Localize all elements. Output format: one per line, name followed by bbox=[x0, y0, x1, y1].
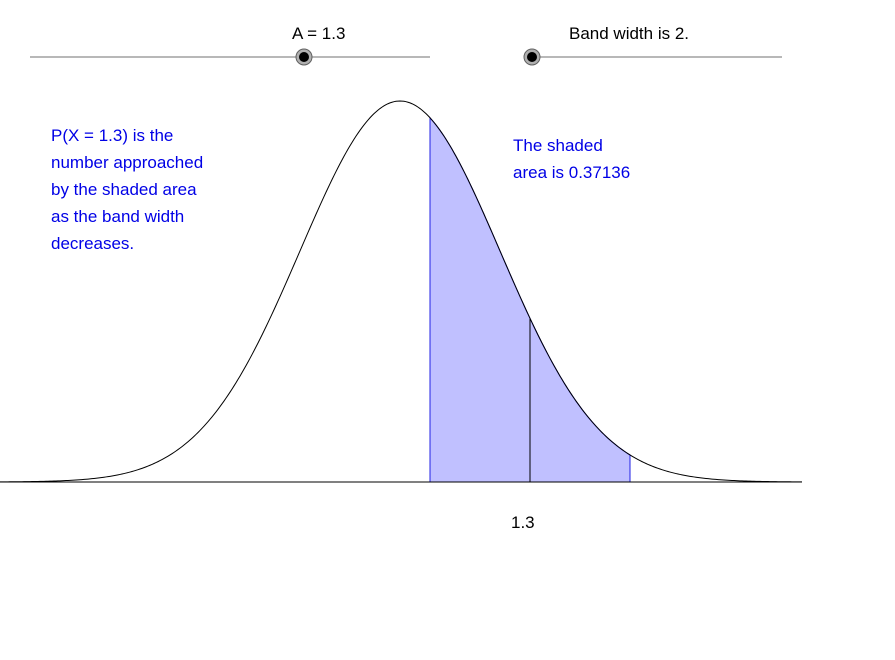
slider-band-width[interactable] bbox=[523, 48, 782, 66]
shaded-area-note-line: The shaded bbox=[513, 136, 603, 155]
normal-curve bbox=[0, 100, 803, 483]
slider-band-width-handle-dot[interactable] bbox=[527, 52, 537, 62]
slider-band-width-label: Band width is 2. bbox=[569, 24, 690, 43]
shaded-area-note: The shaded area is 0.37136 bbox=[513, 132, 630, 186]
probability-note-line: number approached bbox=[51, 153, 204, 172]
slider-a-label: A = 1.3 bbox=[292, 24, 346, 43]
probability-note-line: as the band width bbox=[51, 207, 185, 226]
slider-a-handle-dot[interactable] bbox=[299, 52, 309, 62]
slider-a[interactable] bbox=[30, 48, 430, 66]
shaded-area-note-line: area is 0.37136 bbox=[513, 163, 631, 182]
probability-note-line: P(X = 1.3) is the bbox=[51, 126, 174, 145]
x-tick-label: 1.3 bbox=[511, 513, 535, 532]
probability-note: P(X = 1.3) is the number approached by t… bbox=[51, 122, 203, 257]
probability-note-line: by the shaded area bbox=[51, 180, 197, 199]
probability-note-line: decreases. bbox=[51, 234, 135, 253]
